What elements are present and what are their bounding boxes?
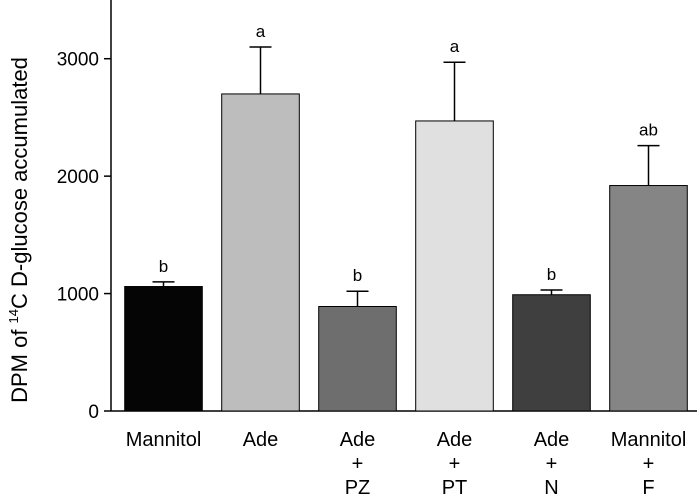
significance-label: b (547, 265, 556, 284)
x-category-label-line: PZ (345, 477, 371, 499)
significance-label: ab (639, 121, 658, 140)
x-category-label: Mannitol + F (611, 429, 687, 499)
significance-label: a (256, 22, 266, 41)
x-category-label: Ade + PT (437, 429, 473, 499)
bar (415, 120, 494, 412)
x-category-label-line: Ade (243, 429, 279, 451)
y-axis-label: DPM of 14C D-glucose accumulated (6, 57, 32, 403)
y-tick-label: 0 (88, 402, 99, 423)
x-category-label-line: + (352, 453, 364, 475)
x-category-label: Mannitol (126, 429, 202, 451)
x-category-label-line: Mannitol (126, 429, 202, 451)
bar (221, 93, 300, 412)
x-category-label-line: Ade (340, 429, 376, 451)
x-category-label: Ade + PZ (340, 429, 376, 499)
x-category-label: Ade + N (534, 429, 570, 499)
x-category-label-line: Ade (534, 429, 570, 451)
bar (609, 185, 688, 412)
x-category-label-line: Ade (437, 429, 473, 451)
significance-label: b (353, 266, 362, 285)
x-category-label-line: N (544, 477, 558, 499)
x-category-label-line: Mannitol (611, 429, 687, 451)
bar (124, 286, 203, 412)
x-category-label-line: F (642, 477, 654, 499)
significance-label: b (159, 257, 168, 276)
x-category-label-line: + (449, 453, 461, 475)
significance-label: a (450, 37, 460, 56)
y-axis-label-prefix: DPM of (7, 323, 32, 402)
x-category-label-line: PT (442, 477, 468, 499)
y-axis-label-superscript: 14 (6, 309, 21, 323)
x-category-label-line: + (643, 453, 655, 475)
bar (512, 294, 591, 412)
bar (318, 305, 397, 412)
y-tick-label: 2000 (57, 167, 99, 188)
x-category-label: Ade (243, 429, 279, 451)
x-category-label-line: + (546, 453, 558, 475)
y-tick-label: 1000 (57, 285, 99, 306)
y-tick-label: 3000 (57, 50, 99, 71)
y-axis-label-suffix: C D-glucose accumulated (7, 57, 32, 309)
